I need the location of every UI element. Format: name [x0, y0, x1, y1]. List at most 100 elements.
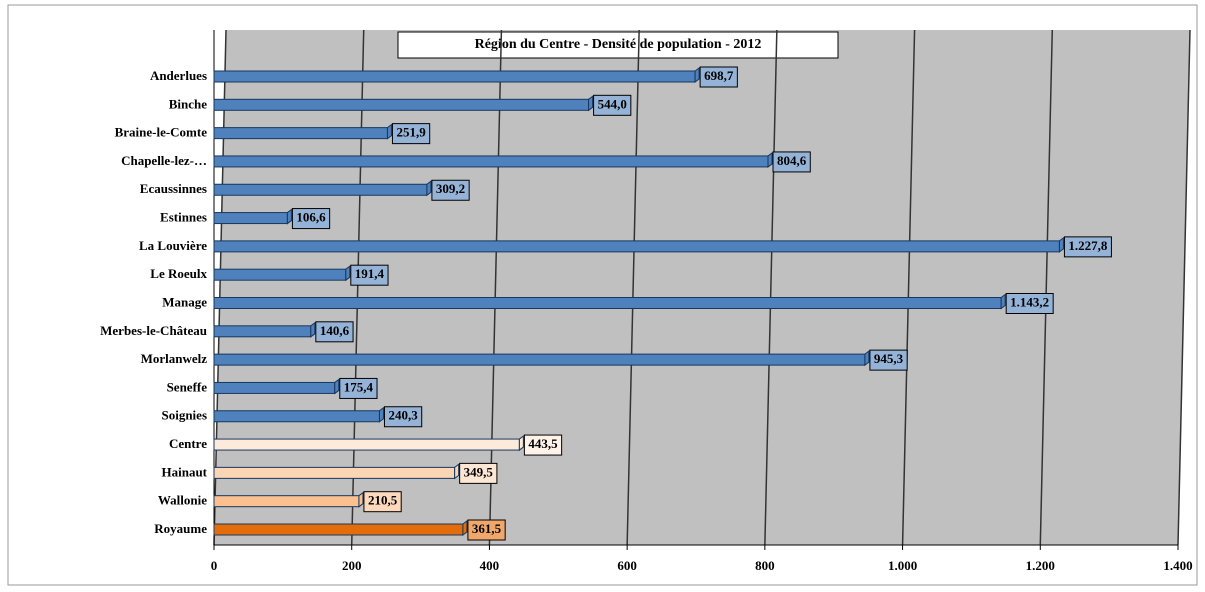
data-label: 1.227,8 [1068, 238, 1108, 253]
y-tick-label: Hainaut [161, 464, 207, 479]
bar-end [864, 350, 870, 367]
bar-end [286, 208, 292, 225]
data-label-box [350, 264, 389, 286]
grid-line [213, 29, 227, 546]
y-tick-label: Estinnes [160, 210, 207, 225]
grid-line [350, 29, 365, 546]
bar [213, 381, 336, 394]
y-tick-label: Royaume [154, 521, 207, 536]
bar [213, 155, 769, 168]
data-label-box [523, 434, 563, 456]
bar-end [1058, 236, 1064, 253]
y-tick-label: Ecaussinnes [140, 181, 207, 196]
bar-end [518, 435, 524, 452]
data-label: 309,2 [436, 181, 465, 196]
data-label: 106,6 [296, 210, 326, 225]
x-tick-label: 200 [342, 558, 362, 573]
data-label: 361,5 [472, 521, 502, 536]
y-tick-label: Soignies [161, 408, 207, 423]
data-label-box [291, 208, 331, 230]
y-tick-label: Merbes-le-Château [100, 323, 207, 338]
x-tick-label: 600 [617, 558, 637, 573]
x-tick-label: 1.000 [888, 558, 917, 573]
bar-end [1000, 293, 1006, 310]
data-label-box [315, 321, 354, 343]
data-label: 349,5 [464, 464, 494, 479]
data-label: 251,9 [396, 125, 426, 140]
data-label-box [391, 123, 431, 145]
chart-title: Région du Centre - Densité de population… [475, 37, 762, 52]
bar-end [454, 463, 460, 480]
grid-line [901, 29, 916, 546]
grid-line [764, 29, 778, 546]
y-tick-label: Morlanwelz [141, 351, 208, 366]
data-label-box [339, 377, 378, 399]
data-label: 544,0 [598, 96, 627, 111]
bar-end [345, 265, 351, 282]
bar-end [588, 95, 594, 112]
bar [213, 410, 380, 423]
title-box [397, 31, 839, 59]
y-tick-label: Anderlues [150, 68, 207, 83]
data-label: 698,7 [704, 68, 734, 83]
y-tick-label: Braine-le-Comte [115, 125, 208, 140]
data-label-box [772, 151, 811, 173]
bar [213, 495, 360, 508]
y-tick-label: Chapelle-lez-… [121, 153, 207, 168]
x-tick-label: 400 [480, 558, 500, 573]
bar [213, 353, 866, 366]
data-label-box [459, 462, 498, 484]
data-label-box [431, 179, 470, 201]
bar-end [358, 491, 364, 508]
y-tick-label: Wallonie [158, 493, 207, 508]
bar-end [386, 123, 392, 140]
data-label-box [869, 349, 908, 371]
y-tick-label: La Louvière [139, 238, 207, 253]
grid-line [1039, 29, 1054, 546]
bar [213, 523, 464, 536]
bar [213, 438, 520, 451]
bar [213, 183, 428, 196]
bar [213, 297, 1002, 309]
bar-end [767, 151, 773, 168]
data-label-box [363, 491, 402, 513]
data-label: 175,4 [344, 379, 374, 394]
data-label: 1.143,2 [1010, 294, 1049, 309]
bar-end [426, 180, 432, 197]
x-tick-label: 800 [755, 558, 775, 573]
grid-line [626, 29, 640, 546]
data-label: 191,4 [355, 266, 385, 281]
data-label-box [383, 406, 423, 428]
data-label: 443,5 [528, 436, 558, 451]
data-label-box [467, 519, 506, 541]
bar [213, 268, 347, 281]
data-label: 140,6 [320, 323, 350, 338]
x-tick-label: 1.200 [1026, 558, 1055, 573]
bar [213, 127, 388, 140]
data-label-box [699, 66, 738, 88]
data-label: 945,3 [874, 351, 904, 366]
bar-end [334, 378, 340, 395]
bar [213, 240, 1060, 253]
bar-end [694, 67, 700, 83]
data-label: 804,6 [777, 153, 807, 168]
grid-line [488, 29, 503, 546]
bar [213, 98, 590, 111]
y-tick-label: Centre [169, 436, 207, 451]
y-tick-label: Seneffe [167, 379, 208, 394]
bar-end [310, 321, 316, 338]
grid-line [1177, 29, 1191, 546]
data-label-box [1005, 293, 1054, 314]
y-tick-label: Le Roeulx [150, 266, 207, 281]
x-tick-label: 1.400 [1163, 558, 1192, 573]
bar [213, 466, 456, 479]
bar-end [378, 406, 384, 423]
data-label-box [593, 94, 632, 116]
y-tick-label: Binche [169, 96, 208, 111]
data-label: 240,3 [388, 408, 418, 423]
bar [213, 212, 288, 225]
y-tick-label: Manage [162, 294, 207, 309]
bar-end [462, 520, 468, 536]
data-label-box [1063, 236, 1112, 258]
